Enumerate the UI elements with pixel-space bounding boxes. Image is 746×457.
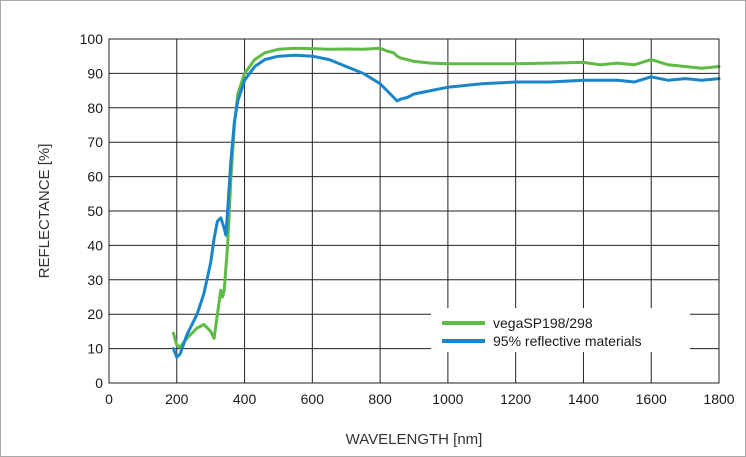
y-tick-label: 80	[87, 100, 103, 116]
series-group	[171, 46, 721, 359]
y-axis-title: REFLECTANCE [%]	[36, 144, 53, 279]
y-tick-label: 90	[87, 65, 103, 81]
legend-label-vega: vegaSP198/298	[493, 315, 593, 331]
y-tick-labels: 0 10 20 30 40 50 60 70 80 90 100	[80, 31, 104, 391]
x-tick-label: 1200	[500, 391, 531, 407]
y-tick-label: 30	[87, 272, 103, 288]
y-tick-label: 70	[87, 134, 103, 150]
legend-label-reflective: 95% reflective materials	[493, 333, 642, 349]
x-tick-labels: 0 200 400 600 800 1000 1200 1400 1600 1800	[105, 391, 735, 407]
legend-box	[431, 308, 690, 352]
y-tick-label: 50	[87, 203, 103, 219]
y-tick-label: 0	[95, 375, 103, 391]
y-tick-label: 20	[87, 306, 103, 322]
x-tick-label: 1400	[568, 391, 599, 407]
legend: vegaSP198/298 95% reflective materials	[431, 308, 690, 352]
series-line-reflective	[171, 53, 721, 359]
x-tick-label: 1000	[432, 391, 463, 407]
y-tick-label: 40	[87, 237, 103, 253]
x-axis-title: WAVELENGTH [nm]	[346, 431, 483, 448]
y-tick-label: 60	[87, 169, 103, 185]
x-tick-label: 0	[105, 391, 113, 407]
x-tick-label: 800	[368, 391, 392, 407]
x-tick-label: 200	[165, 391, 189, 407]
y-tick-label: 10	[87, 341, 103, 357]
x-tick-label: 1600	[636, 391, 667, 407]
y-tick-label: 100	[80, 31, 104, 47]
plot-border	[108, 38, 720, 384]
series-line-vega	[171, 46, 721, 349]
x-tick-label: 1800	[703, 391, 734, 407]
x-tick-label: 400	[233, 391, 257, 407]
x-tick-label: 600	[301, 391, 325, 407]
